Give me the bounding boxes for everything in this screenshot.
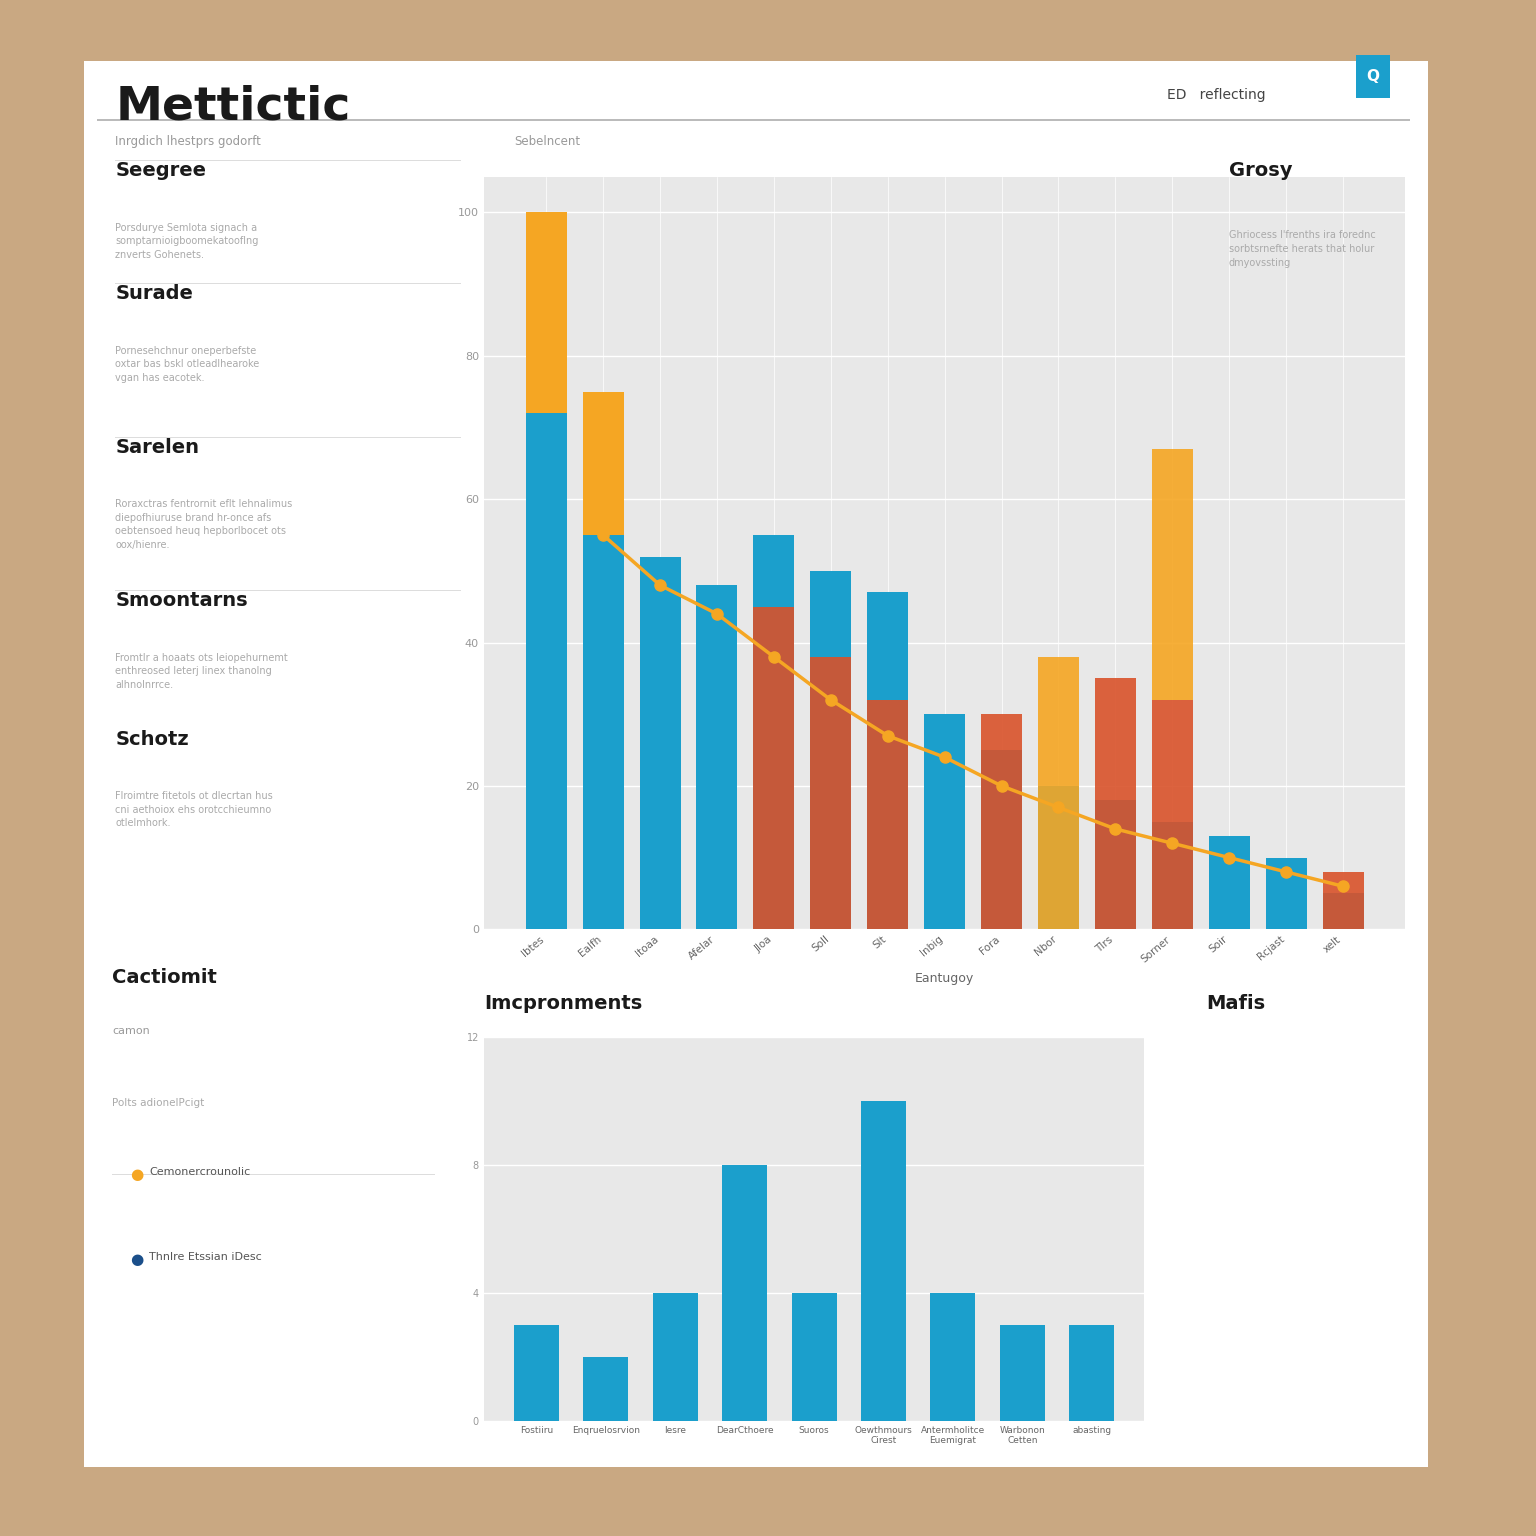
Bar <box>1322 894 1364 929</box>
Text: Sarelen: Sarelen <box>115 438 200 456</box>
Bar <box>515 1324 559 1421</box>
Text: Seegree: Seegree <box>115 161 206 180</box>
Bar <box>653 1293 697 1421</box>
Text: Polts adionelPcigt: Polts adionelPcigt <box>112 1098 204 1109</box>
Text: Flroimtre fitetols ot dlecrtan hus
cni aethoiox ehs orotcchieumno
otlelmhork.: Flroimtre fitetols ot dlecrtan hus cni a… <box>115 791 273 828</box>
Text: Fromtlr a hoaats ots leiopehurnemt
enthreosed leterj linex thanolng
alhnolnrrce.: Fromtlr a hoaats ots leiopehurnemt enthr… <box>115 653 287 690</box>
Text: Smoontarns: Smoontarns <box>115 591 247 610</box>
Bar <box>584 1356 628 1421</box>
Bar <box>811 657 851 929</box>
Bar <box>925 714 965 929</box>
Bar <box>1069 1324 1114 1421</box>
Bar <box>722 1164 766 1421</box>
Text: ED   reflecting: ED reflecting <box>1167 88 1266 101</box>
Bar <box>791 1293 837 1421</box>
Text: Ghriocess l'frenths ira forednc
sorbtsrnefte herats that holur
dmyovssting: Ghriocess l'frenths ira forednc sorbtsrn… <box>1229 230 1376 267</box>
Text: Inrgdich lhestprs godorft: Inrgdich lhestprs godorft <box>115 135 261 147</box>
Bar <box>1095 800 1137 929</box>
Text: ●: ● <box>131 1252 144 1267</box>
Text: Mafis: Mafis <box>1206 994 1264 1014</box>
Text: Mettictic: Mettictic <box>115 84 350 129</box>
X-axis label: Eantugoy: Eantugoy <box>915 972 974 986</box>
Text: Cemonercrounolic: Cemonercrounolic <box>149 1167 250 1178</box>
Text: Q: Q <box>1367 69 1379 84</box>
Text: ●: ● <box>131 1167 144 1183</box>
Bar <box>931 1293 975 1421</box>
Bar <box>1152 449 1193 700</box>
Bar <box>525 212 567 413</box>
Bar <box>868 593 908 929</box>
Bar <box>982 750 1021 929</box>
Text: Grosy: Grosy <box>1229 161 1292 180</box>
Bar <box>1038 657 1078 929</box>
Text: Thnlre Etssian iDesc: Thnlre Etssian iDesc <box>149 1252 261 1263</box>
Bar <box>1266 857 1307 929</box>
Bar <box>525 413 567 929</box>
Text: Cactiomit: Cactiomit <box>112 968 217 986</box>
Text: Porsdurye Semlota signach a
somptarnioigboomekatooflng
znverts Gohenets.: Porsdurye Semlota signach a somptarnioig… <box>115 223 258 260</box>
Bar <box>753 607 794 929</box>
Text: Roraxctras fentrornit eflt lehnalimus
diepofhiuruse brand hr-once afs
oebtensoed: Roraxctras fentrornit eflt lehnalimus di… <box>115 499 292 550</box>
Bar <box>1322 872 1364 929</box>
Bar <box>1209 836 1250 929</box>
Text: camon: camon <box>112 1026 151 1037</box>
Text: Pornesehchnur oneperbefste
oxtar bas bskl otleadlhearoke
vgan has eacotek.: Pornesehchnur oneperbefste oxtar bas bsk… <box>115 346 260 382</box>
Text: Schotz: Schotz <box>115 730 189 748</box>
Bar <box>639 556 680 929</box>
Bar <box>1095 679 1137 929</box>
Text: Sebelncent: Sebelncent <box>515 135 581 147</box>
Bar <box>868 700 908 929</box>
Bar <box>1038 786 1078 929</box>
Bar <box>1152 700 1193 929</box>
Bar <box>1000 1324 1044 1421</box>
Bar <box>1152 822 1193 929</box>
Bar <box>982 714 1021 929</box>
Text: Imcpronments: Imcpronments <box>484 994 642 1014</box>
Bar <box>582 392 624 535</box>
Bar <box>862 1101 906 1421</box>
Bar <box>753 535 794 929</box>
Bar <box>696 585 737 929</box>
Bar <box>582 535 624 929</box>
Bar <box>811 571 851 929</box>
Text: Surade: Surade <box>115 284 194 303</box>
